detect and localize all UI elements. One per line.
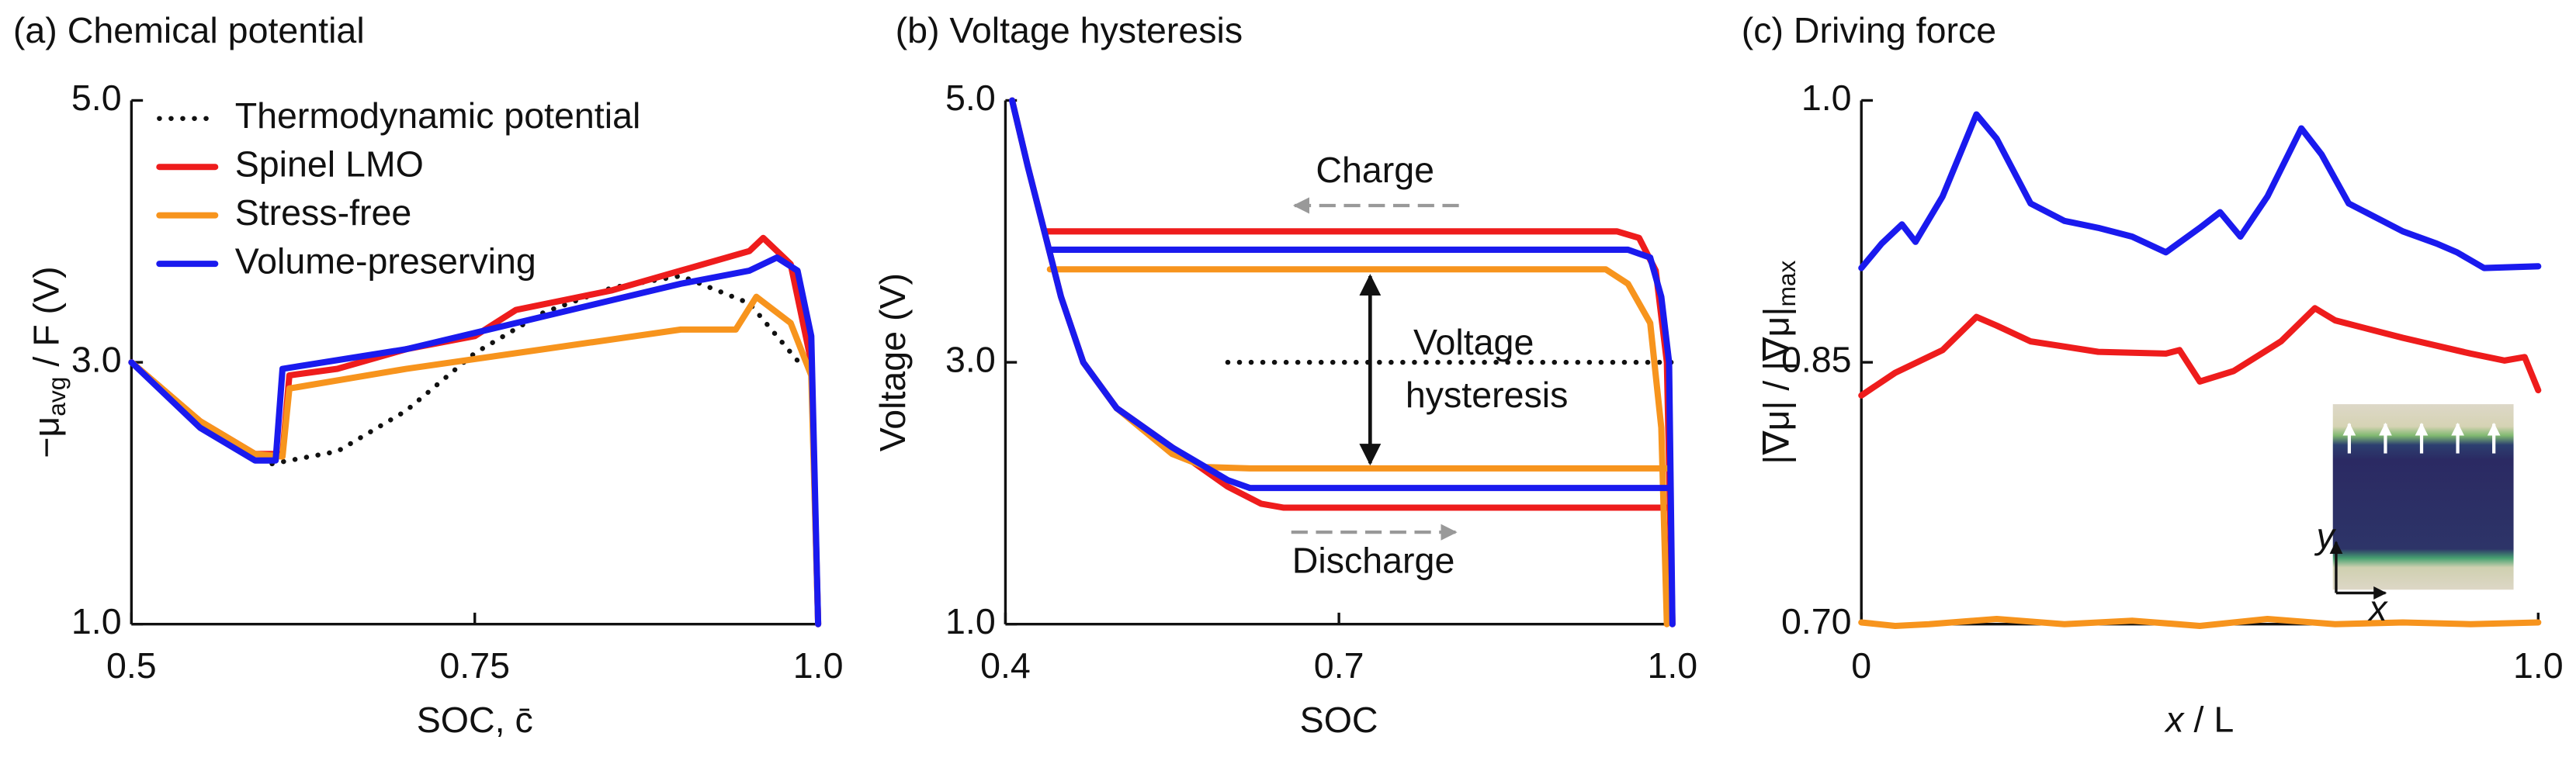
y-tick-label: 1.0: [1801, 78, 1852, 118]
series-line: [128, 254, 822, 627]
series-line: [1008, 97, 1676, 627]
x-tick-label: 0.5: [106, 645, 157, 686]
y-axis-label-rest: / F (V): [26, 266, 67, 376]
series-line: [1858, 111, 2542, 271]
x-tick-label: 0: [1851, 645, 1871, 686]
y-axis-label: |∇μ| / |∇μ|max: [1756, 260, 1801, 464]
y-tick-label: 1.0: [71, 601, 122, 641]
chart-title: (a) Chemical potential: [13, 10, 365, 50]
legend-label: Volume-preserving: [235, 240, 536, 281]
x-tick-label: 0.4: [980, 645, 1031, 686]
y-tick-label: 5.0: [71, 78, 122, 118]
inset: y x: [2314, 404, 2514, 628]
inset-x-label: x: [2367, 588, 2388, 628]
y-tick-label: 0.85: [1781, 339, 1852, 379]
y-tick-label: 3.0: [71, 339, 122, 379]
x-axis-label: SOC: [1300, 700, 1378, 740]
annotation: Voltage: [1413, 322, 1534, 362]
y-axis-label-main: −μ: [26, 417, 67, 458]
y-tick-label: 5.0: [945, 78, 996, 118]
annotation-arrows: [1291, 197, 1459, 541]
x-axis-label-var: x: [2164, 700, 2185, 740]
chart-title: (b) Voltage hysteresis: [896, 10, 1243, 50]
y-axis-label: Voltage (V): [872, 273, 913, 451]
annotation: Charge: [1316, 150, 1434, 190]
legend-label: Thermodynamic potential: [235, 95, 641, 136]
x-tick-label: 1.0: [2513, 645, 2564, 686]
y-axis-label-sub: max: [1773, 260, 1801, 306]
x-axis-label: x / L: [2164, 700, 2234, 740]
annotation: Discharge: [1292, 541, 1455, 581]
legend-label: Spinel LMO: [235, 144, 424, 185]
y-axis-label-main: |∇μ| / |∇μ|: [1756, 307, 1797, 465]
series-line: [1858, 305, 2542, 399]
x-axis-label: SOC, c̄: [417, 700, 533, 740]
series-line: [1858, 615, 2542, 629]
legend-label: Stress-free: [235, 192, 412, 233]
y-tick-label: 3.0: [945, 339, 996, 379]
x-axis-label-rest: / L: [2184, 700, 2234, 740]
chart-title: (c) Driving force: [1742, 10, 1996, 50]
series-line: [128, 234, 822, 627]
x-tick-label: 1.0: [793, 645, 844, 686]
y-tick-label: 0.70: [1781, 601, 1852, 641]
series-line: [129, 273, 807, 467]
y-tick-label: 1.0: [945, 601, 996, 641]
y-axis-label: −μavg / F (V): [26, 266, 71, 458]
x-tick-label: 0.7: [1314, 645, 1364, 686]
series-line: [128, 293, 822, 627]
inset-y-label: y: [2314, 516, 2337, 556]
inset-arrows: [2342, 422, 2501, 454]
y-axis-label-sub: avg: [43, 377, 71, 417]
x-tick-label: 0.75: [439, 645, 510, 686]
annotation: hysteresis: [1406, 375, 1569, 415]
x-tick-label: 1.0: [1647, 645, 1697, 686]
